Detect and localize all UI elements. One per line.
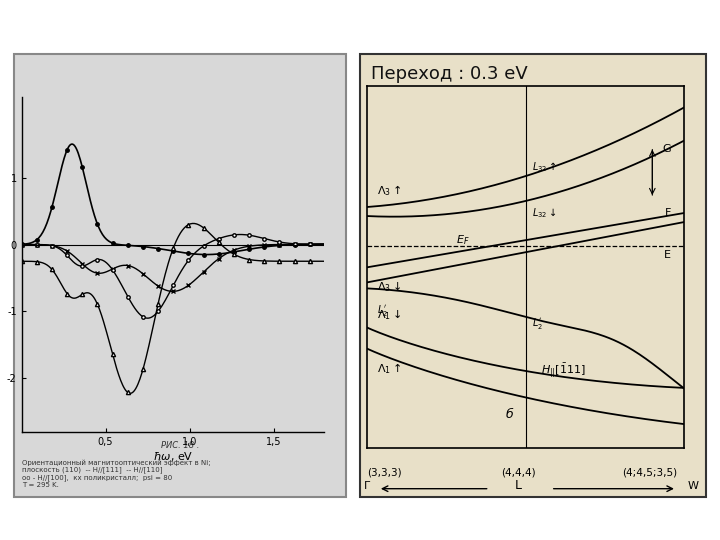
Text: $\Lambda_1\downarrow$: $\Lambda_1\downarrow$ — [377, 307, 401, 322]
Text: L: L — [515, 478, 522, 492]
Text: $\Lambda_3\uparrow$: $\Lambda_3\uparrow$ — [377, 183, 401, 198]
Text: W: W — [688, 481, 698, 491]
Text: $H_{||}[\bar{1}11]$: $H_{||}[\bar{1}11]$ — [541, 361, 586, 379]
Text: $\hbar\omega$ = L$_{32}$($\downarrow$) - L$_{32}$($\uparrow$): $\hbar\omega$ = L$_{32}$($\downarrow$) -… — [371, 113, 585, 136]
Text: Ориентационный магнитооптический эффект в Ni;
плоскость (110)  -- H//[111]  -- H: Ориентационный магнитооптический эффект … — [22, 459, 210, 488]
Text: F: F — [665, 208, 671, 218]
Bar — [14, 54, 346, 497]
Text: G: G — [662, 144, 671, 154]
Text: б: б — [506, 408, 513, 421]
Text: $L_{32}\uparrow$: $L_{32}\uparrow$ — [532, 160, 557, 174]
Text: (4,4,4): (4,4,4) — [501, 467, 536, 477]
Text: $L_{32}\downarrow$: $L_{32}\downarrow$ — [532, 206, 557, 220]
Text: $E_F$: $E_F$ — [456, 233, 469, 247]
Text: (4;4,5;3,5): (4;4,5;3,5) — [621, 467, 677, 477]
Text: $\Lambda_1\uparrow$: $\Lambda_1\uparrow$ — [377, 361, 401, 375]
Text: Прямое спектральное
измерение  обменного
расщепления.: Прямое спектральное измерение обменного … — [371, 184, 570, 252]
Text: РИС. 18 .: РИС. 18 . — [161, 441, 199, 450]
Text: $L_2'$: $L_2'$ — [377, 303, 387, 319]
Text: (3,3,3): (3,3,3) — [367, 467, 402, 477]
X-axis label: $\hbar\omega$, eV: $\hbar\omega$, eV — [153, 450, 193, 463]
Text: Переход : 0.3 eV: Переход : 0.3 eV — [371, 65, 528, 83]
Text: E: E — [665, 250, 671, 260]
Text: Г: Г — [364, 481, 371, 491]
Y-axis label: $\delta_{\alpha r} \cdot 10^2$: $\delta_{\alpha r} \cdot 10^2$ — [0, 243, 4, 286]
Text: $\Lambda_3\downarrow$: $\Lambda_3\downarrow$ — [377, 279, 401, 294]
Bar — [360, 54, 706, 497]
Text: $L_2'$: $L_2'$ — [532, 316, 543, 331]
